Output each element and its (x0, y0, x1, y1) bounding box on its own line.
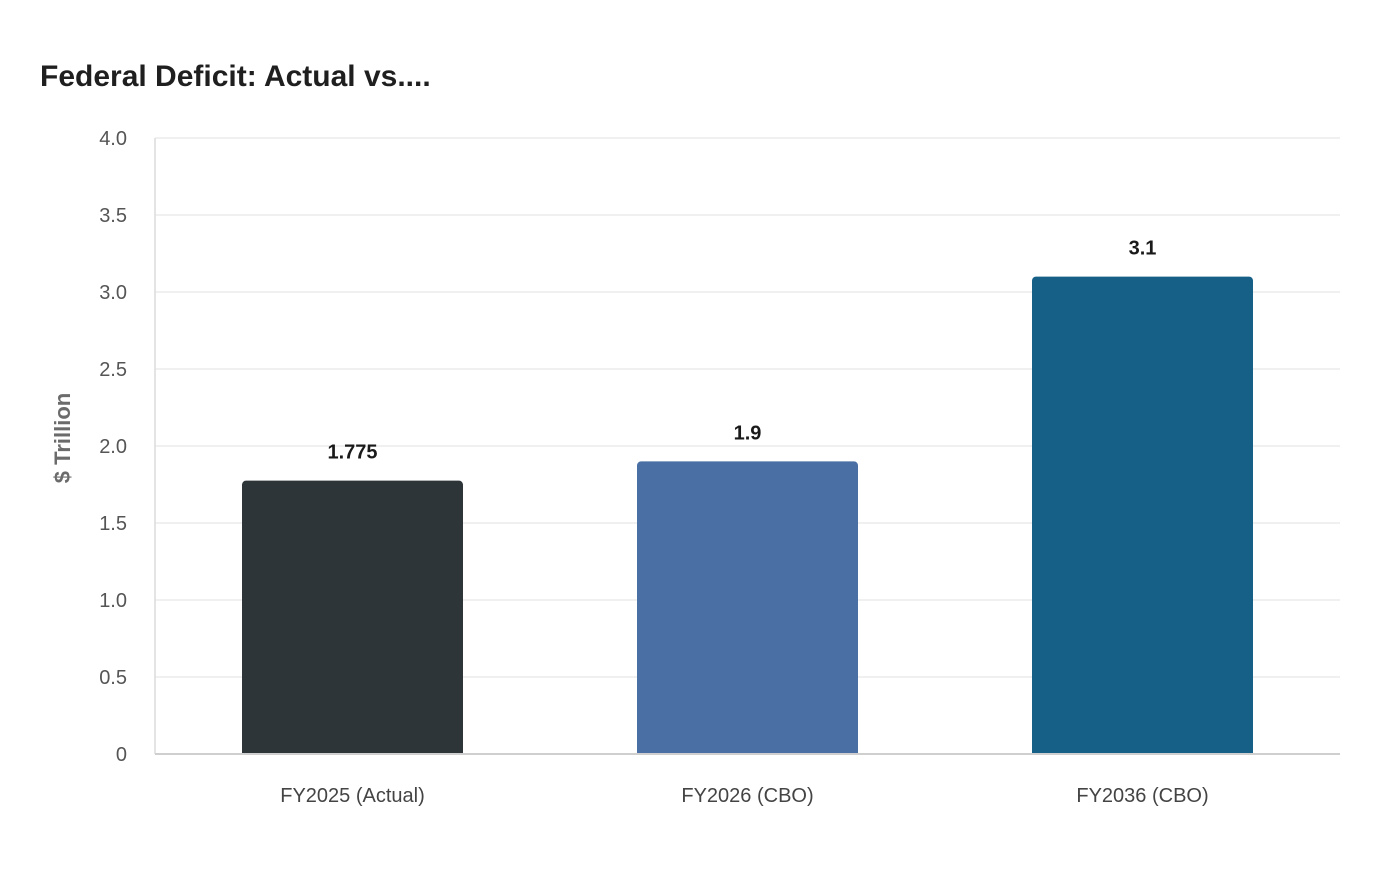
y-tick-label: 0 (116, 744, 127, 766)
value-labels: 1.775 1.9 3.1 (327, 238, 1156, 464)
bar-base (242, 748, 463, 754)
y-tick-label: 3.5 (99, 205, 127, 227)
bar-value-label: 1.9 (734, 422, 762, 444)
bar (637, 461, 858, 754)
bar (242, 480, 463, 754)
y-axis-label: $ Trillion (50, 393, 75, 483)
bar (1032, 276, 1253, 754)
y-tick-label: 3.0 (99, 282, 127, 304)
chart-title: Federal Deficit: Actual vs.... (40, 60, 431, 93)
y-tick-label: 2.0 (99, 436, 127, 458)
bar-base (637, 748, 858, 754)
y-axis-ticks: 0 0.5 1.0 1.5 2.0 2.5 3.0 3.5 4.0 (99, 128, 127, 766)
x-axis-ticks: FY2025 (Actual) FY2026 (CBO) FY2036 (CBO) (280, 785, 1208, 807)
y-tick-label: 2.5 (99, 359, 127, 381)
x-tick-label: FY2036 (CBO) (1076, 785, 1208, 807)
x-tick-label: FY2025 (Actual) (280, 785, 425, 807)
y-tick-label: 1.0 (99, 590, 127, 612)
y-tick-label: 0.5 (99, 667, 127, 689)
bar-value-label: 3.1 (1129, 238, 1157, 260)
bars (242, 276, 1253, 754)
y-tick-label: 4.0 (99, 128, 127, 150)
x-tick-label: FY2026 (CBO) (681, 785, 813, 807)
bar-value-label: 1.775 (327, 442, 377, 464)
y-tick-label: 1.5 (99, 513, 127, 535)
bar-base (1032, 748, 1253, 754)
